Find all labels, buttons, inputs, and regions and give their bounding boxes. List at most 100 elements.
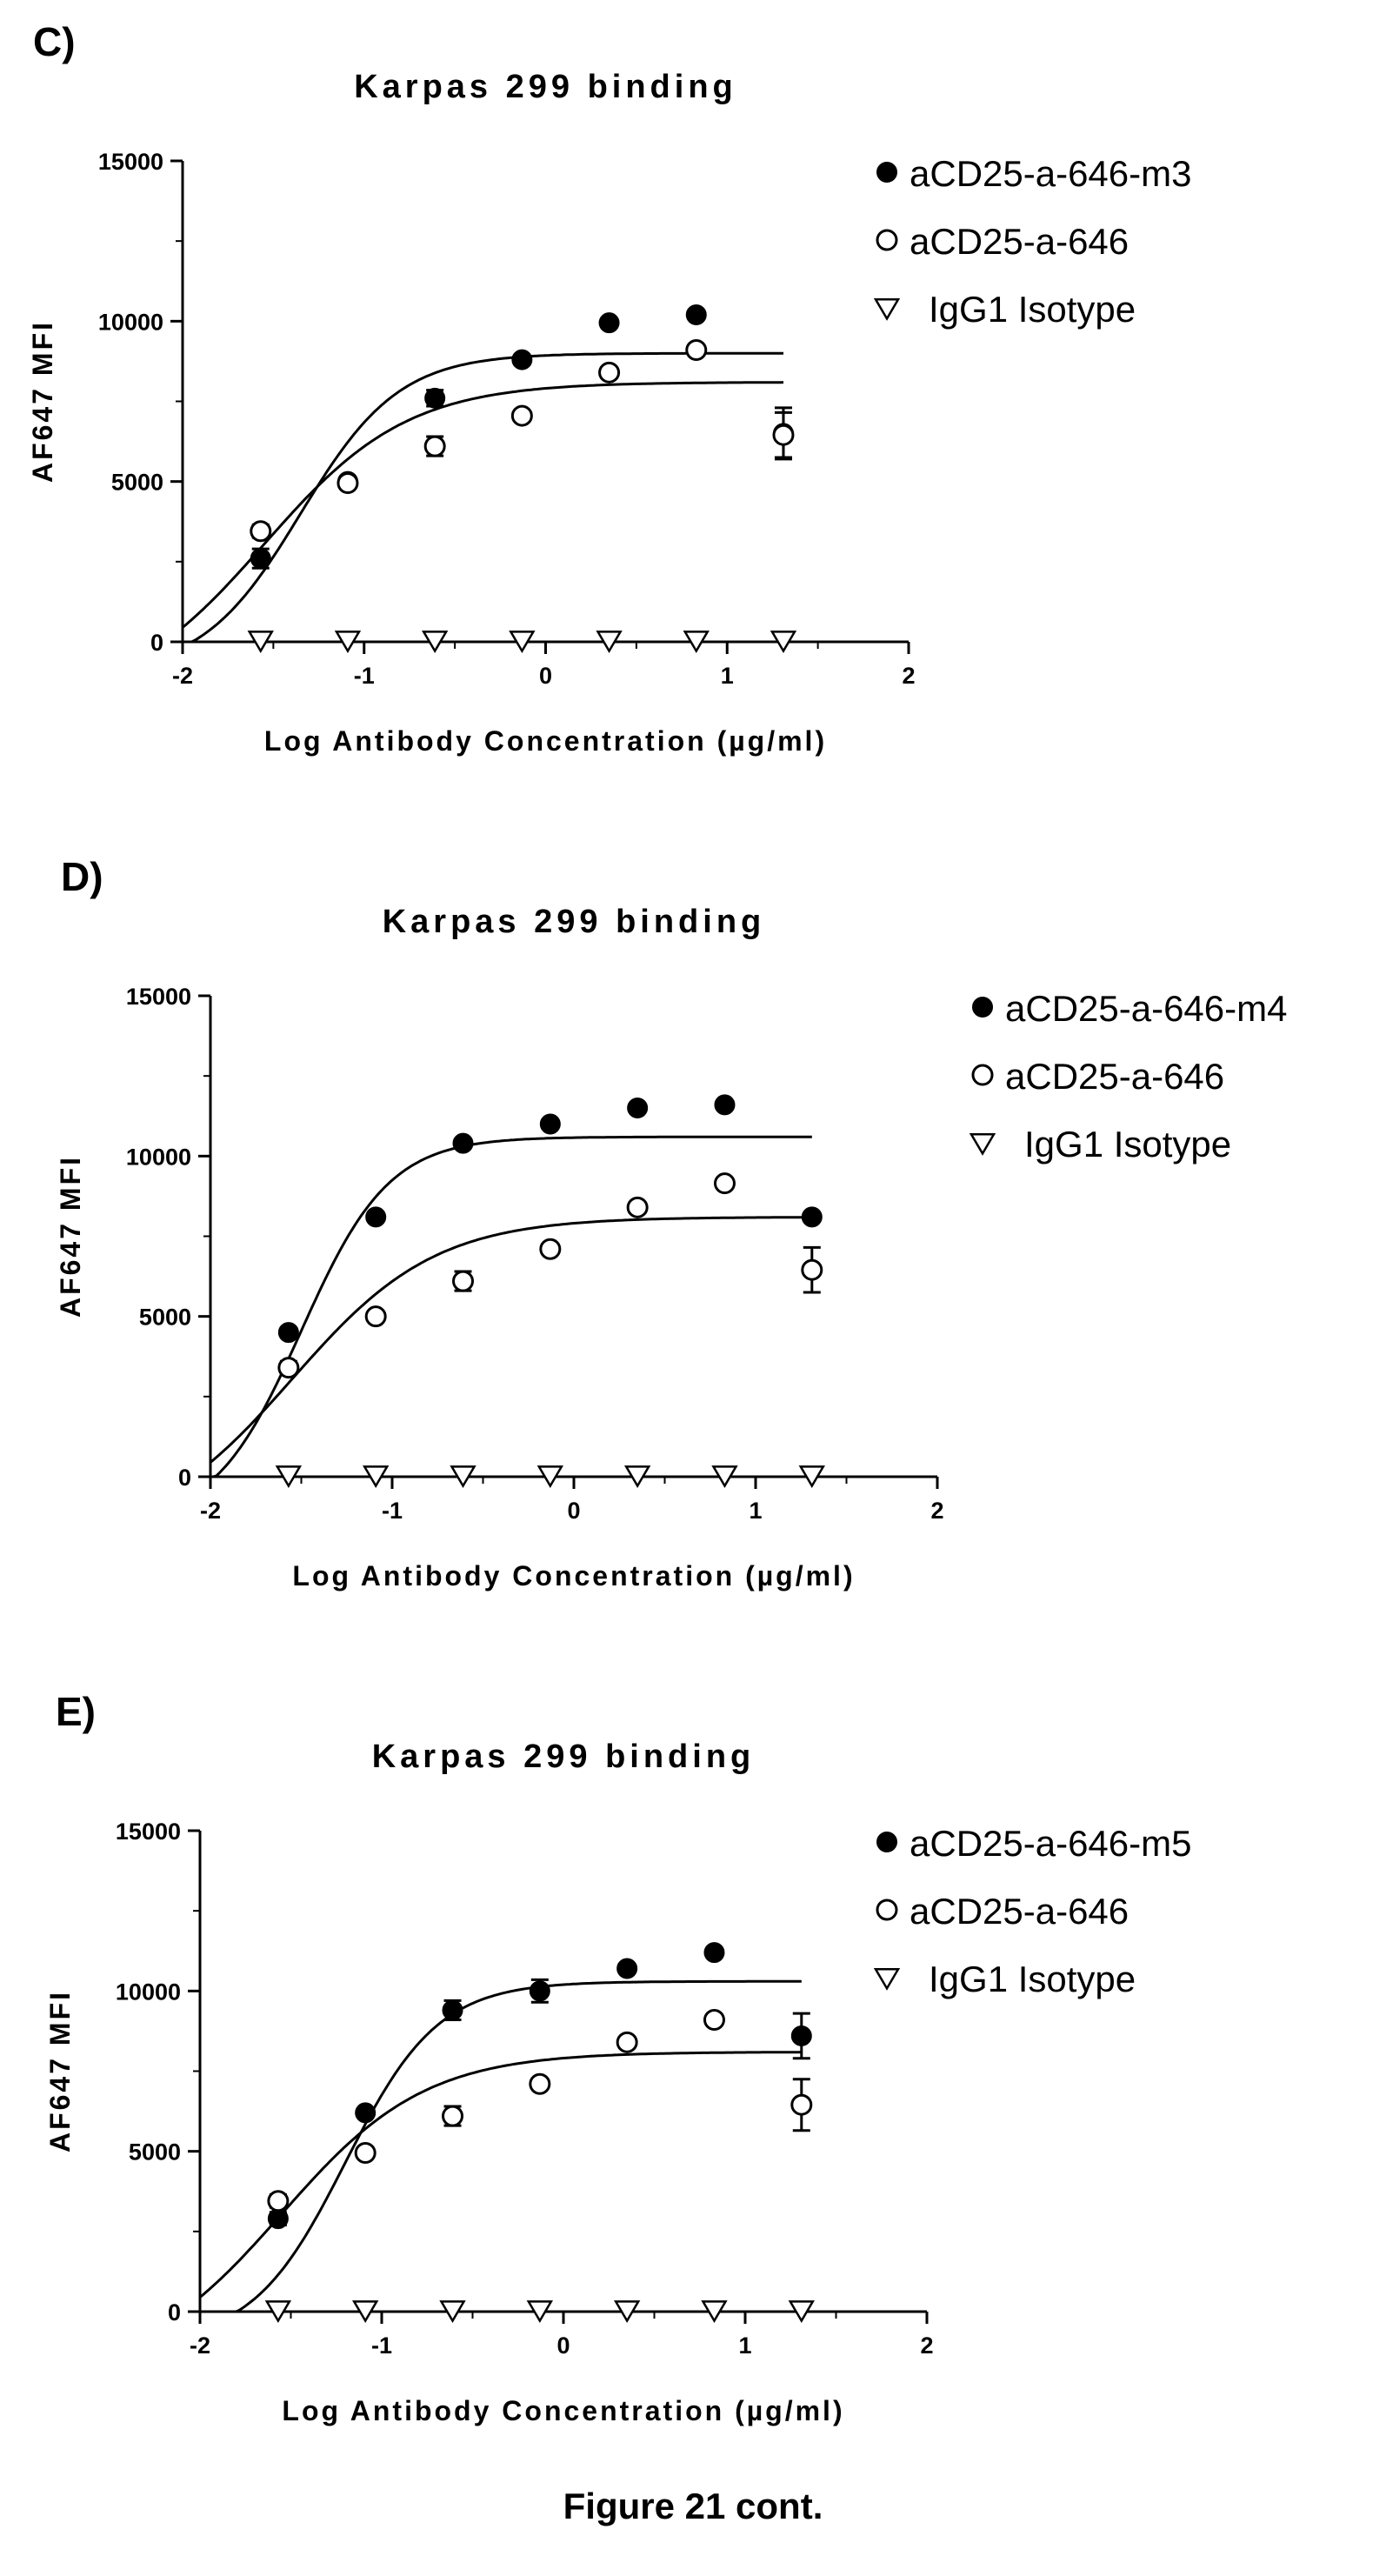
series-group — [264, 2300, 815, 2323]
legend-marker — [972, 997, 993, 1018]
data-point — [250, 520, 272, 543]
data-point — [354, 2142, 376, 2165]
data-point — [539, 1113, 561, 1135]
data-point — [267, 2190, 290, 2212]
legend-marker — [876, 1899, 898, 1921]
data-point — [365, 1206, 387, 1228]
chart-svg: D) Karpas 299 binding 0 5000 10000 15000 -2 -1 0… — [55, 854, 1287, 1592]
data-point — [626, 1196, 649, 1218]
fit-curve — [200, 2051, 802, 2299]
legend-label: aCD25-a-646-m5 — [910, 1823, 1191, 1864]
series-group — [247, 631, 797, 653]
y-axis-label: AF647 MFI — [55, 1155, 86, 1318]
x-tick-label: 2 — [920, 2332, 933, 2359]
y-tick-label: 10000 — [98, 309, 163, 335]
y-tick-label: 5000 — [129, 2139, 181, 2166]
data-point — [616, 1958, 638, 1979]
data-point — [701, 2300, 728, 2323]
y-tick-label: 0 — [150, 630, 163, 656]
data-point — [798, 1465, 825, 1488]
y-tick-label: 15000 — [98, 149, 163, 175]
legend-label: aCD25-a-646 — [1005, 1056, 1224, 1097]
data-point — [452, 1132, 474, 1154]
chart-panel-d: D) Karpas 299 binding 0 5000 10000 15000 -2 -1 0… — [0, 835, 1386, 1670]
data-point — [801, 1258, 823, 1281]
y-tick-label: 0 — [178, 1465, 191, 1491]
legend-marker — [971, 1064, 994, 1086]
data-point — [509, 631, 536, 653]
data-point — [267, 2208, 289, 2230]
x-axis-label: Log Antibody Concentration (µg/ml) — [282, 2395, 844, 2426]
x-tick-label: 0 — [567, 1498, 580, 1524]
data-point — [334, 631, 362, 653]
data-point — [529, 1980, 550, 2002]
data-point — [536, 1465, 564, 1488]
series-group — [277, 1172, 823, 1379]
data-point — [450, 1465, 476, 1488]
x-tick-label: -2 — [172, 663, 193, 689]
legend-label: IgG1 Isotype — [929, 1959, 1136, 1999]
data-point — [423, 435, 446, 457]
data-point — [337, 472, 359, 495]
y-tick-label: 15000 — [116, 1819, 181, 1845]
data-point — [714, 1094, 736, 1116]
data-point — [683, 631, 710, 653]
data-point — [790, 2025, 812, 2046]
x-tick-label: -2 — [200, 1498, 221, 1524]
legend-marker — [873, 1968, 901, 1991]
data-point — [598, 361, 621, 384]
data-point — [364, 1305, 387, 1328]
y-tick-label: 10000 — [116, 1979, 181, 2005]
legend-label: aCD25-a-646-m3 — [910, 153, 1191, 194]
legend-marker — [876, 229, 898, 251]
data-point — [529, 2072, 551, 2095]
panel-label: D) — [61, 854, 103, 899]
x-tick-label: 0 — [556, 2332, 570, 2359]
x-tick-label: 1 — [721, 663, 734, 689]
data-point — [442, 1999, 463, 2021]
figure-caption: Figure 21 cont. — [563, 2486, 823, 2526]
x-tick-label: -2 — [190, 2332, 210, 2359]
chart-panel-c: C) Karpas 299 binding 0 5000 10000 15000 -2 -1 0… — [0, 0, 1386, 835]
data-point — [616, 2031, 638, 2053]
legend-label: aCD25-a-646 — [910, 1891, 1129, 1932]
data-point — [790, 2093, 813, 2116]
data-point — [627, 1098, 649, 1119]
chart-svg: C) Karpas 299 binding 0 5000 10000 15000 -2 -1 0… — [27, 19, 1191, 757]
y-tick-label: 5000 — [111, 470, 163, 496]
data-point — [355, 2102, 376, 2124]
data-point — [277, 1357, 300, 1379]
x-tick-label: -1 — [371, 2332, 392, 2359]
chart-title: Karpas 299 binding — [383, 904, 766, 940]
data-point — [511, 349, 533, 370]
y-tick-label: 10000 — [126, 1144, 191, 1170]
data-point — [623, 1465, 651, 1488]
data-point — [442, 2105, 464, 2127]
chart-title: Karpas 299 binding — [372, 1738, 756, 1775]
data-point — [596, 631, 623, 653]
chart-title: Karpas 299 binding — [354, 69, 737, 105]
legend-label: IgG1 Isotype — [929, 289, 1136, 330]
data-point — [685, 304, 707, 325]
chart-svg: E) Karpas 299 binding 0 5000 10000 15000 -2 -1 0… — [44, 1689, 1191, 2426]
chart-panel-e: E) Karpas 299 binding 0 5000 10000 15000 -2 -1 0… — [0, 1670, 1386, 2505]
x-tick-label: 1 — [738, 2332, 751, 2359]
data-point — [772, 424, 795, 446]
data-point — [539, 1238, 562, 1260]
fit-curve — [183, 351, 783, 642]
x-tick-label: 1 — [749, 1498, 762, 1524]
data-point — [685, 339, 708, 362]
data-point — [788, 2300, 815, 2323]
y-tick-label: 5000 — [139, 1305, 191, 1331]
x-tick-label: -1 — [382, 1498, 403, 1524]
fit-curve — [210, 1135, 812, 1477]
x-tick-label: 0 — [539, 663, 552, 689]
fit-curve — [183, 381, 784, 629]
y-axis-label: AF647 MFI — [44, 1990, 76, 2152]
data-point — [264, 2300, 292, 2323]
data-point — [439, 2300, 466, 2323]
x-tick-label: 2 — [902, 663, 915, 689]
series-group — [250, 339, 795, 543]
data-point — [510, 404, 533, 427]
data-point — [363, 1465, 390, 1488]
